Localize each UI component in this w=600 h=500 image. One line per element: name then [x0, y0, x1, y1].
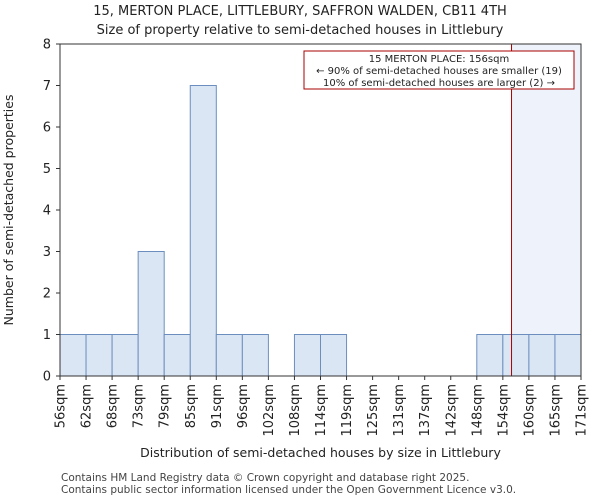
bar-165sqm — [554, 334, 582, 377]
x-tick-label: 91sqm — [210, 384, 225, 428]
bar-91sqm — [215, 334, 243, 377]
plot-area: 15 MERTON PLACE: 156sqm ← 90% of semi-de… — [43, 38, 590, 437]
y-tick-label: 6 — [43, 121, 51, 136]
x-axis-label: Distribution of semi-detached houses by … — [140, 445, 501, 460]
y-tick-label: 0 — [43, 370, 51, 385]
x-tick-label: 160sqm — [522, 384, 537, 437]
x-tick-label: 125sqm — [366, 384, 381, 437]
bar-148sqm — [476, 334, 504, 377]
bar-154sqm — [502, 334, 530, 377]
bar-85sqm — [189, 85, 217, 377]
y-tick-label: 2 — [43, 287, 51, 302]
x-tick-label: 114sqm — [314, 384, 329, 437]
y-axis-label: Number of semi-detached properties — [1, 95, 16, 326]
x-tick-label: 148sqm — [470, 384, 485, 437]
x-tick-label: 68sqm — [106, 384, 121, 428]
bars — [59, 85, 582, 377]
footer-line-1: Contains HM Land Registry data © Crown c… — [61, 472, 470, 484]
x-tick-label: 102sqm — [262, 384, 277, 437]
bar-62sqm — [85, 334, 113, 377]
annotation-rect — [303, 50, 575, 90]
annotation-box: 15 MERTON PLACE: 156sqm ← 90% of semi-de… — [303, 50, 575, 90]
bar-68sqm — [111, 334, 139, 377]
annotation-line-2: ← 90% of semi-detached houses are smalle… — [316, 66, 562, 77]
x-tick-label: 85sqm — [184, 384, 199, 428]
y-tick-label: 1 — [43, 328, 51, 343]
y-tick-label: 7 — [43, 79, 51, 94]
x-tick-label: 142sqm — [444, 384, 459, 437]
chart-title: 15, MERTON PLACE, LITTLEBURY, SAFFRON WA… — [93, 4, 507, 19]
x-tick-label: 62sqm — [80, 384, 95, 428]
footer-line-2: Contains public sector information licen… — [61, 484, 517, 496]
bar-73sqm — [137, 251, 165, 377]
x-tick-label: 73sqm — [132, 384, 147, 428]
highlight-region — [511, 44, 581, 376]
y-tick-label: 4 — [43, 204, 51, 219]
y-tick-label: 8 — [43, 38, 51, 53]
bar-56sqm — [59, 334, 87, 377]
x-tick-label: 108sqm — [288, 384, 303, 437]
x-tick-label: 131sqm — [392, 384, 407, 437]
chart-subtitle: Size of property relative to semi-detach… — [97, 23, 504, 38]
x-tick-label: 79sqm — [158, 384, 173, 428]
x-axis-ticks: 56sqm 62sqm 68sqm 73sqm 79sqm 85sqm 91sqm 96sqm… — [54, 376, 590, 437]
bar-96sqm — [241, 334, 269, 377]
x-tick-label: 171sqm — [575, 384, 590, 437]
bar-79sqm — [163, 334, 191, 377]
x-tick-label: 56sqm — [54, 384, 69, 428]
x-tick-label: 96sqm — [236, 384, 251, 428]
x-tick-label: 137sqm — [418, 384, 433, 437]
x-tick-label: 165sqm — [548, 384, 563, 437]
annotation-line-1: 15 MERTON PLACE: 156sqm — [369, 54, 509, 65]
bar-114sqm — [320, 334, 348, 377]
x-tick-label: 119sqm — [340, 384, 355, 437]
y-axis-ticks: 0 1 2 3 4 5 6 7 8 — [43, 38, 60, 385]
bar-108sqm — [293, 334, 322, 377]
y-tick-label: 3 — [43, 245, 51, 260]
y-tick-label: 5 — [43, 162, 51, 177]
x-tick-label: 154sqm — [496, 384, 511, 437]
bar-160sqm — [528, 334, 556, 377]
annotation-line-3: 10% of semi-detached houses are larger (… — [323, 78, 555, 89]
